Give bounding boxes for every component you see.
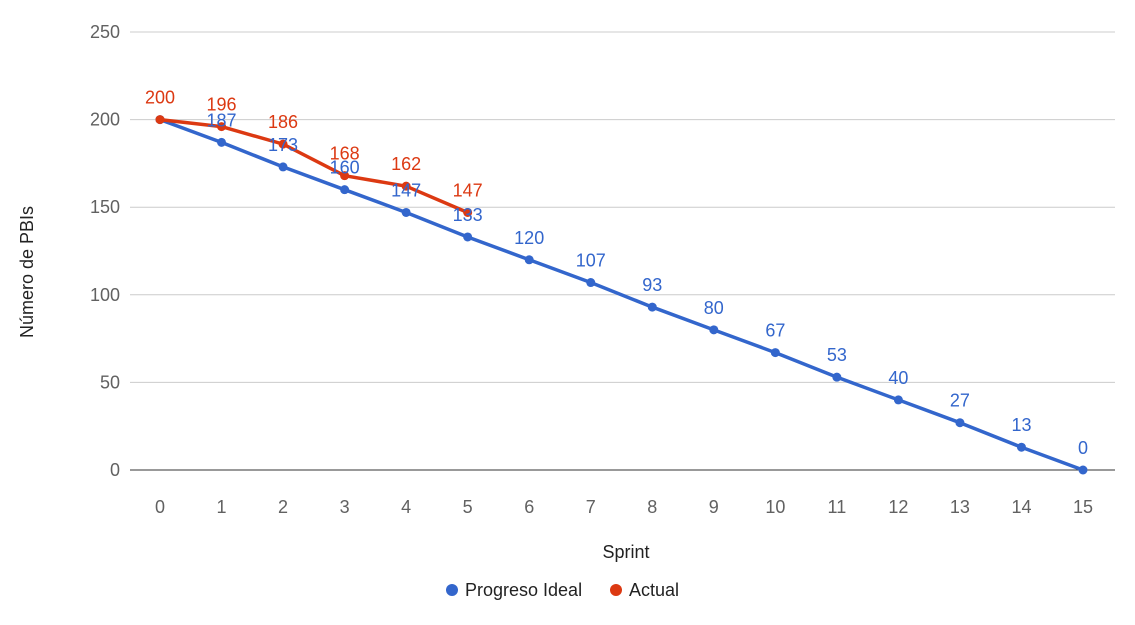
data-point (647, 302, 657, 312)
legend-marker-ideal (446, 584, 458, 596)
series-ideal (155, 115, 1088, 475)
data-point (709, 325, 719, 335)
data-label: 133 (453, 205, 483, 225)
data-point (955, 418, 965, 428)
data-label: 13 (1011, 415, 1031, 435)
y-tick-label: 0 (110, 460, 120, 480)
x-tick-label: 3 (340, 497, 350, 517)
y-tick-label: 50 (100, 372, 120, 392)
x-tick-label: 8 (647, 497, 657, 517)
data-point (340, 185, 350, 195)
x-tick-label: 0 (155, 497, 165, 517)
data-point (832, 372, 842, 382)
data-label: 173 (268, 135, 298, 155)
data-point (524, 255, 534, 265)
y-tick-label: 200 (90, 110, 120, 130)
data-label: 107 (576, 251, 606, 271)
data-label: 53 (827, 345, 847, 365)
data-point (463, 207, 473, 217)
data-point (1078, 465, 1088, 475)
x-tick-label: 10 (765, 497, 785, 517)
data-point (217, 122, 227, 132)
data-label: 147 (453, 180, 483, 200)
data-label: 27 (950, 391, 970, 411)
data-point (278, 162, 288, 172)
data-label: 200 (145, 88, 175, 108)
data-label: 67 (765, 321, 785, 341)
data-point (217, 137, 227, 147)
legend-label-ideal: Progreso Ideal (465, 580, 582, 600)
data-label: 40 (888, 368, 908, 388)
data-label: 0 (1078, 438, 1088, 458)
x-tick-label: 9 (709, 497, 719, 517)
x-tick-label: 12 (888, 497, 908, 517)
y-tick-label: 150 (90, 197, 120, 217)
data-point (278, 139, 288, 149)
x-tick-label: 7 (586, 497, 596, 517)
data-label: 160 (330, 158, 360, 178)
data-point (155, 115, 165, 125)
x-axis-ticks: 0 1 2 3 4 5 6 7 8 9 10 11 12 13 14 15 (155, 497, 1093, 517)
series-actual (155, 115, 473, 217)
y-tick-label: 100 (90, 285, 120, 305)
x-tick-label: 6 (524, 497, 534, 517)
data-point (463, 232, 473, 242)
x-tick-label: 13 (950, 497, 970, 517)
data-point (401, 181, 411, 191)
x-axis-title: Sprint (602, 542, 649, 562)
y-axis-title: Número de PBIs (17, 206, 37, 338)
data-label: 168 (330, 144, 360, 164)
x-tick-label: 11 (828, 497, 847, 517)
data-point (401, 207, 411, 217)
data-label: 120 (514, 228, 544, 248)
legend-label-actual: Actual (629, 580, 679, 600)
data-point (586, 278, 596, 288)
data-label: 93 (642, 275, 662, 295)
series-line (158, 117, 1085, 472)
legend-marker-actual (610, 584, 622, 596)
x-tick-label: 15 (1073, 497, 1093, 517)
data-label: 80 (704, 298, 724, 318)
x-tick-label: 4 (401, 497, 411, 517)
data-point (1016, 442, 1026, 452)
data-label: 187 (207, 110, 237, 130)
data-point (340, 171, 350, 181)
data-label: 196 (207, 95, 237, 115)
y-tick-label: 250 (90, 22, 120, 42)
series-line (158, 117, 470, 215)
legend: Progreso Ideal Actual (446, 580, 679, 600)
x-tick-label: 5 (463, 497, 473, 517)
y-axis-ticks: 0 50 100 150 200 250 (90, 22, 120, 480)
data-label: 186 (268, 112, 298, 132)
series-lines (155, 115, 1088, 475)
data-point (893, 395, 903, 405)
data-labels: 187 173 160 147 133 120 107 93 80 67 53 40 27 13 0 200 1… (145, 88, 1088, 458)
data-point (770, 348, 780, 358)
data-label: 162 (391, 154, 421, 174)
x-tick-label: 1 (217, 497, 227, 517)
x-tick-label: 14 (1011, 497, 1031, 517)
data-label: 147 (391, 180, 421, 200)
x-tick-label: 2 (278, 497, 288, 517)
